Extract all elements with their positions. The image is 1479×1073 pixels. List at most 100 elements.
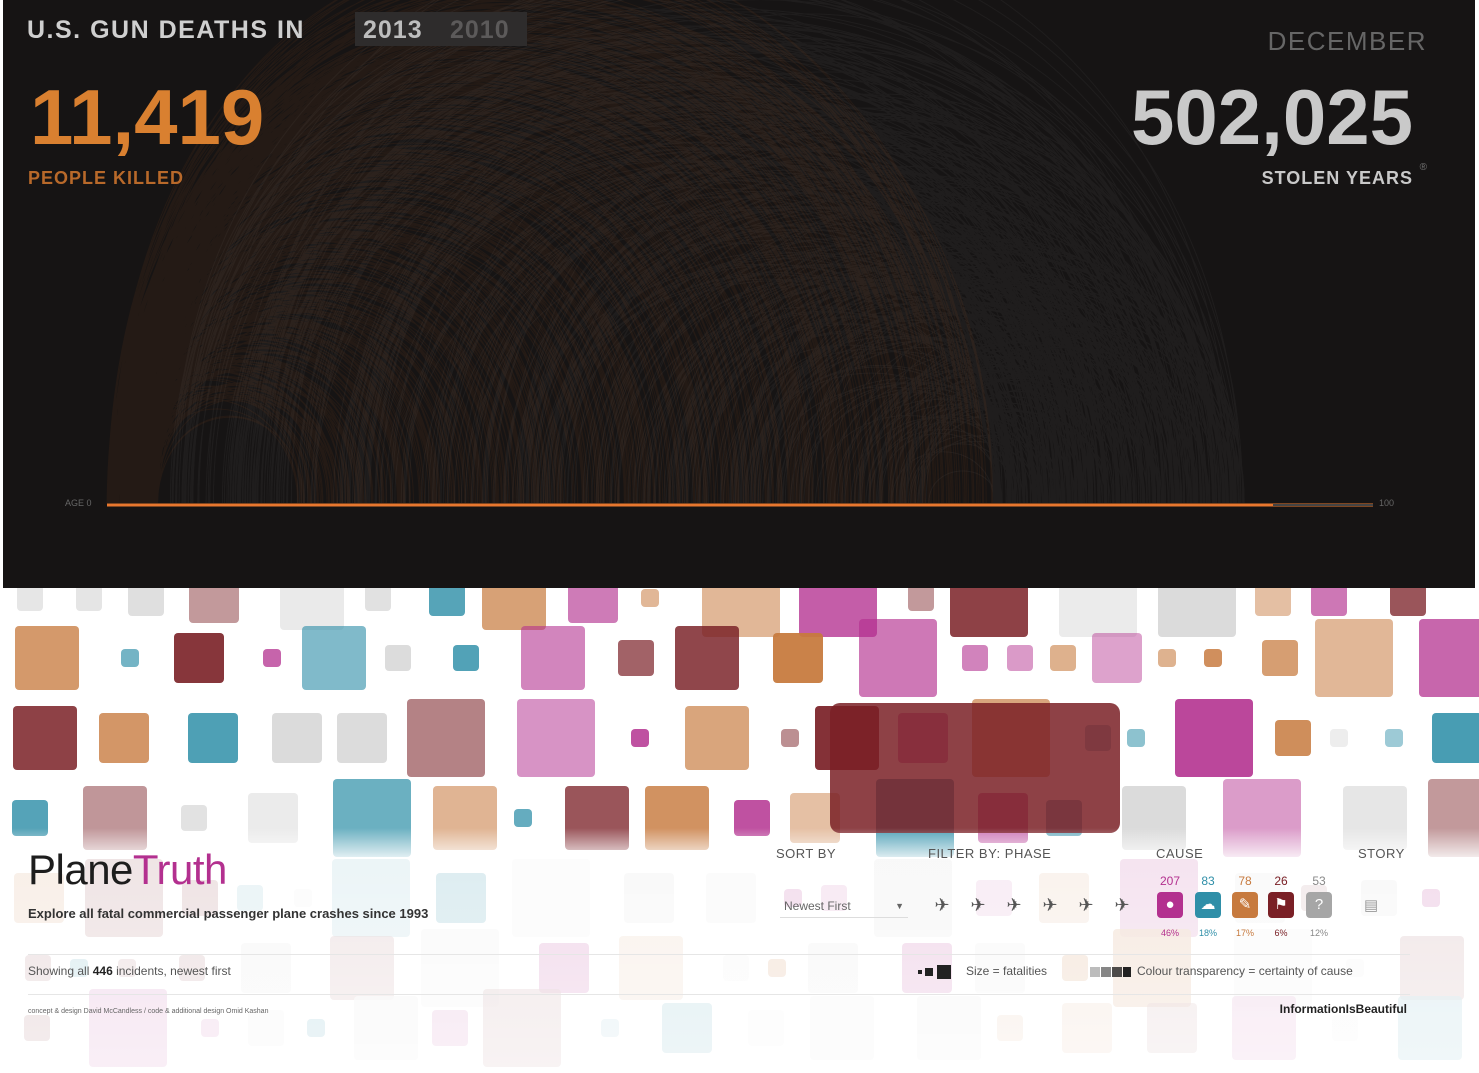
crash-square[interactable]	[263, 649, 281, 667]
crash-square[interactable]	[76, 588, 102, 611]
divider	[28, 954, 1410, 955]
crash-square[interactable]	[12, 800, 48, 836]
crash-square[interactable]	[128, 588, 164, 616]
crash-square[interactable]	[99, 713, 149, 763]
crash-square[interactable]	[1175, 699, 1253, 777]
crash-square[interactable]	[337, 713, 387, 763]
crash-square[interactable]	[189, 588, 239, 623]
crash-square[interactable]	[799, 588, 877, 637]
crash-square[interactable]	[1050, 645, 1076, 671]
crash-square[interactable]	[859, 619, 937, 697]
size-legend-label: Size = fatalities	[966, 964, 1048, 978]
size-legend-swatch	[918, 965, 951, 979]
crash-square[interactable]	[1385, 729, 1403, 747]
month-label: DECEMBER	[1267, 26, 1427, 56]
crash-square[interactable]	[1204, 649, 1222, 667]
taxi-icon[interactable]: ✈	[934, 895, 950, 915]
crash-square[interactable]	[618, 640, 654, 676]
crash-square[interactable]	[1390, 588, 1426, 616]
crash-square[interactable]	[181, 805, 207, 831]
crash-square[interactable]	[174, 633, 224, 683]
brand-logo[interactable]: InformationIsBeautiful	[1279, 1002, 1407, 1016]
crash-square[interactable]	[1419, 619, 1479, 697]
crash-square[interactable]	[773, 633, 823, 683]
crash-square[interactable]	[950, 588, 1028, 637]
question-icon[interactable]: ?	[1306, 892, 1332, 918]
cause-mechanical-count: 78	[1238, 874, 1252, 888]
cause-header: CAUSE	[1156, 846, 1204, 861]
crash-square[interactable]	[17, 588, 43, 611]
chevron-down-icon: ▼	[895, 901, 904, 911]
crash-square[interactable]	[1158, 588, 1236, 637]
crash-square[interactable]	[121, 649, 139, 667]
logo-truth: Truth	[132, 846, 227, 893]
crash-square[interactable]	[1007, 645, 1033, 671]
arc-chart	[106, 0, 1373, 507]
crash-square[interactable]	[1262, 640, 1298, 676]
crash-square[interactable]	[385, 645, 411, 671]
crash-square[interactable]	[675, 626, 739, 690]
divider	[28, 994, 1410, 995]
cloud-icon[interactable]: ☁	[1195, 892, 1221, 918]
takeoff-icon[interactable]: ✈	[970, 895, 986, 915]
crash-square[interactable]	[830, 703, 1120, 833]
year-2010-button[interactable]: 2010	[450, 16, 510, 44]
info-icon[interactable]: ®	[1419, 162, 1427, 173]
crash-square[interactable]	[631, 729, 649, 747]
crash-square[interactable]	[1092, 633, 1142, 683]
crash-square[interactable]	[1255, 588, 1291, 616]
year-2013-button[interactable]: 2013	[363, 16, 423, 44]
crash-square[interactable]	[188, 713, 238, 763]
people-killed-arcs	[106, 0, 994, 504]
crash-square[interactable]	[407, 699, 485, 777]
cruise-icon[interactable]: ✈	[1042, 895, 1058, 915]
crash-square[interactable]	[1127, 729, 1145, 747]
plane-truth-logo: PlaneTruth	[28, 846, 227, 894]
people-killed-label: PEOPLE KILLED	[28, 168, 185, 188]
cause-mechanical-pct: 17%	[1235, 928, 1254, 938]
flag-icon[interactable]: ⚑	[1268, 892, 1294, 918]
crash-square[interactable]	[685, 706, 749, 770]
crash-square[interactable]	[272, 713, 322, 763]
crash-square[interactable]	[453, 645, 479, 671]
crash-square[interactable]	[1315, 619, 1393, 697]
crash-square[interactable]	[482, 588, 546, 630]
crash-square[interactable]	[1311, 588, 1347, 616]
sort-dropdown[interactable]: Newest First ▼	[780, 894, 908, 918]
person-icon[interactable]: ●	[1157, 892, 1183, 918]
crash-square[interactable]	[429, 588, 465, 616]
crash-square[interactable]	[521, 626, 585, 690]
crash-square[interactable]	[1330, 729, 1348, 747]
climb-icon[interactable]: ✈	[1006, 895, 1022, 915]
crash-square[interactable]	[302, 626, 366, 690]
crash-square[interactable]	[568, 588, 618, 623]
crash-square[interactable]	[280, 588, 344, 630]
controls-backdrop	[0, 828, 1479, 1073]
crash-square[interactable]	[1059, 588, 1137, 637]
wrench-icon[interactable]: ✎	[1232, 892, 1258, 918]
crash-square[interactable]	[517, 699, 595, 777]
landing-icon[interactable]: ✈	[1114, 895, 1130, 915]
crash-square[interactable]	[641, 589, 659, 607]
crash-square[interactable]	[781, 729, 799, 747]
crash-square[interactable]	[1432, 713, 1479, 763]
story-icon[interactable]: ▤	[1364, 897, 1379, 914]
crash-square[interactable]	[1275, 720, 1311, 756]
stolen-years-label: STOLEN YEARS	[1261, 168, 1413, 188]
crash-square[interactable]	[734, 800, 770, 836]
year-selector	[355, 12, 527, 46]
crash-square[interactable]	[702, 588, 780, 637]
age-end-label: 100	[1379, 498, 1395, 508]
crash-square[interactable]	[365, 588, 391, 611]
crash-square[interactable]	[13, 706, 77, 770]
crash-square[interactable]	[1158, 649, 1176, 667]
crash-square[interactable]	[15, 626, 79, 690]
chart-title: U.S. GUN DEATHS IN	[27, 16, 305, 44]
crash-square[interactable]	[514, 809, 532, 827]
descent-icon[interactable]: ✈	[1078, 895, 1094, 915]
transparency-legend-swatch	[1090, 967, 1131, 977]
crash-square[interactable]	[908, 588, 934, 611]
potential-years-arcs	[169, 0, 1245, 504]
age-start-label: AGE 0	[65, 498, 92, 508]
crash-square[interactable]	[962, 645, 988, 671]
